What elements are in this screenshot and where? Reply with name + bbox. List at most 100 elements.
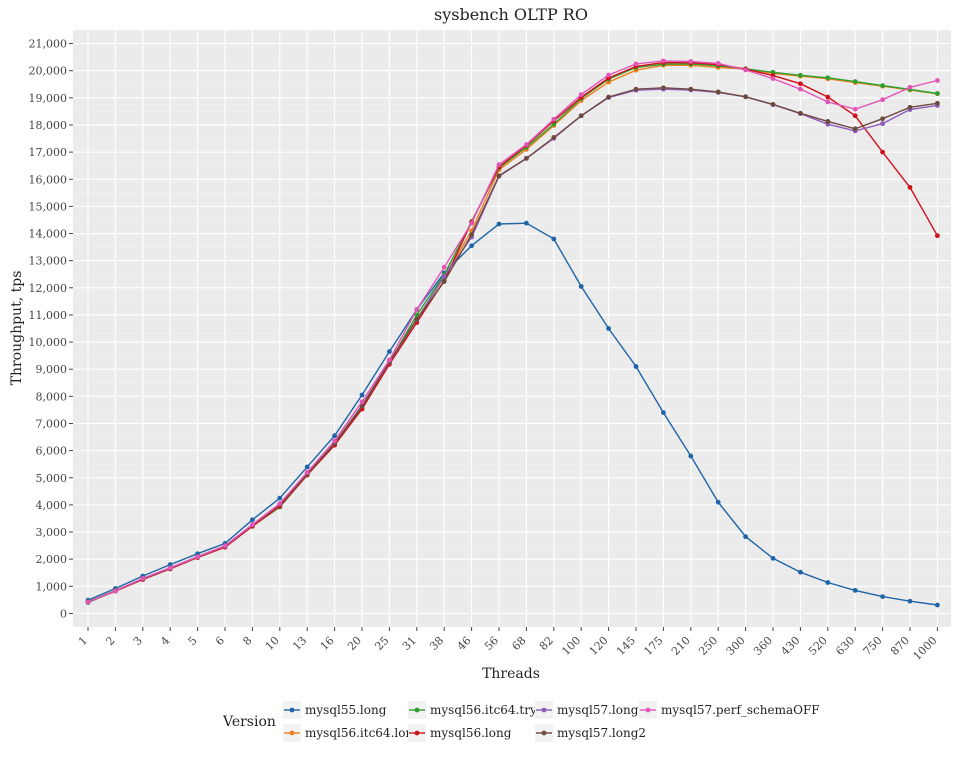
data-point [907,598,913,604]
data-point [441,279,447,284]
x-tick-label: 46 [455,634,474,653]
legend-marker [414,707,420,713]
data-point [852,79,858,84]
legend-marker [289,730,295,736]
data-point [798,81,803,87]
data-point [852,587,858,593]
x-tick-label: 4 [158,634,172,648]
data-point [661,85,666,91]
data-point [633,364,639,369]
y-tick-label: 9,000 [36,363,68,376]
x-tick-label: 82 [537,634,556,653]
data-point [743,94,748,100]
data-point [250,522,255,528]
data-point [880,116,885,122]
data-point [798,72,803,78]
y-tick-label: 14,000 [29,228,68,241]
data-point [496,162,502,167]
data-point [332,433,337,439]
data-point [688,59,694,64]
legend-marker [645,707,651,713]
x-tick-label: 870 [888,634,912,658]
data-point [935,233,940,239]
legend-title: Version [222,714,276,730]
legend-label: mysql57.long [557,703,639,717]
data-point [825,75,831,81]
legend-label: mysql56.itc64.try2 [430,703,544,717]
data-point [524,142,529,147]
data-point [770,76,776,81]
y-tick-label: 17,000 [29,146,68,159]
data-point [743,67,748,73]
x-axis: 1 2 3 4 5 6 8 10 13 16 20 25 31 38 46 56 68 82 100 120 145 17… [76,627,940,663]
data-point [551,135,557,140]
series-line [87,222,938,606]
y-tick-label: 21,000 [29,38,68,51]
x-tick-label: 2 [103,634,117,648]
x-tick-label: 520 [806,634,830,658]
data-point [85,599,91,605]
x-tick-label: 25 [372,634,391,653]
data-point [359,399,365,405]
data-point [880,149,885,155]
y-tick-label: 8,000 [36,390,68,403]
data-point [825,580,831,585]
data-point [880,97,885,103]
data-point [798,569,803,575]
x-tick-label: 360 [751,634,775,658]
data-point [880,121,885,127]
data-point [387,349,392,354]
x-tick-label: 56 [482,634,501,653]
data-point [770,101,776,107]
data-point [332,438,337,444]
data-point [496,173,502,179]
y-tick-label: 7,000 [36,417,68,430]
data-point [250,517,255,523]
series-lines [85,58,940,608]
data-point [304,464,310,470]
data-point [167,565,173,571]
y-tick-label: 19,000 [29,92,68,105]
y-tick-label: 1,000 [36,580,68,593]
y-tick-label: 12,000 [29,282,68,295]
data-point [907,184,913,190]
data-point [551,116,557,122]
data-point [414,316,420,322]
series-line [87,61,939,603]
data-point [606,326,611,331]
x-tick-label: 31 [400,634,419,653]
data-point [606,94,611,100]
data-point [825,94,831,100]
data-point [469,220,474,226]
data-point [578,113,584,119]
x-tick-label: 750 [861,634,885,658]
y-tick-label: 5,000 [36,472,68,485]
x-tick-label: 8 [240,634,254,648]
y-tick-label: 11,000 [29,309,68,322]
y-tick-label: 16,000 [29,173,68,186]
data-point [688,86,694,92]
x-tick-label: 145 [614,634,638,658]
data-point [907,104,913,110]
data-point [743,534,748,540]
y-tick-label: 6,000 [36,445,68,458]
data-point [907,84,913,90]
x-tick-label: 1 [76,634,90,648]
legend-marker [414,730,420,736]
x-tick-label: 250 [696,634,720,658]
data-point [578,92,584,97]
data-point [414,307,420,312]
data-point [222,543,228,549]
x-tick-label: 100 [559,634,583,658]
data-point [935,91,940,96]
x-tick-label: 210 [669,634,693,658]
data-point [715,499,721,505]
x-tick-label: 6 [213,634,227,648]
x-tick-label: 630 [833,634,857,658]
data-point [113,588,118,594]
data-point [661,58,666,64]
x-tick-label: 175 [641,634,665,658]
x-tick-label: 120 [587,634,611,658]
